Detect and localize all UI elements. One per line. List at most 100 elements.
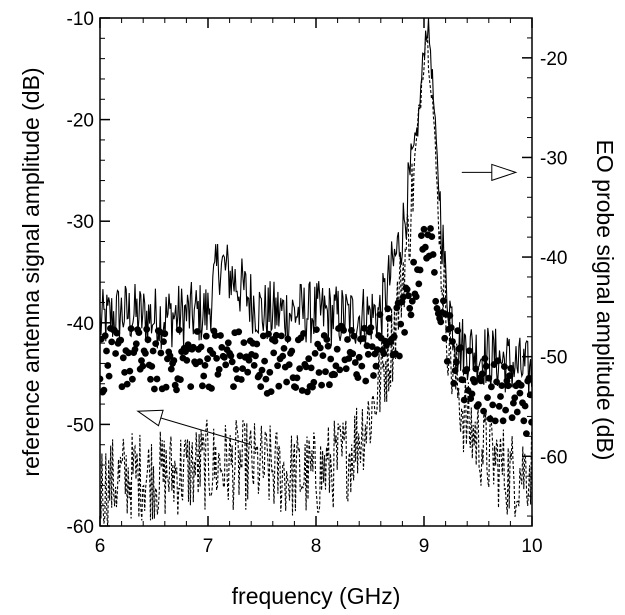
marker-point	[345, 355, 353, 362]
marker-point	[376, 311, 384, 318]
marker-point	[121, 369, 128, 376]
marker-point	[142, 349, 149, 357]
marker-point	[495, 402, 503, 410]
marker-point	[224, 339, 232, 347]
marker-point	[481, 355, 489, 362]
marker-point	[211, 332, 219, 339]
marker-point	[433, 305, 441, 312]
marker-point	[125, 349, 132, 357]
series-layer	[100, 18, 532, 526]
marker-point	[244, 368, 252, 376]
marker-point	[204, 355, 212, 363]
marker-point	[453, 358, 460, 366]
marker-point	[348, 327, 355, 334]
x-tick-label: 6	[95, 536, 106, 557]
marker-point	[482, 362, 490, 370]
marker-point	[480, 407, 487, 415]
series-solid	[100, 18, 532, 397]
marker-point	[523, 430, 530, 437]
marker-point	[296, 365, 303, 372]
marker-point	[147, 375, 154, 383]
marker-point	[468, 390, 476, 398]
marker-point	[477, 377, 485, 385]
marker-point	[166, 352, 174, 360]
series-markers	[100, 225, 532, 437]
marker-point	[288, 347, 296, 355]
marker-point	[359, 335, 367, 342]
marker-point	[235, 328, 243, 336]
marker-point	[502, 406, 509, 414]
marker-point	[117, 336, 125, 344]
marker-point	[148, 363, 156, 370]
marker-point	[175, 326, 183, 334]
x-axis-title: frequency (GHz)	[232, 583, 401, 609]
x-tick-label: 10	[521, 536, 542, 557]
marker-point	[193, 328, 201, 335]
marker-point	[105, 372, 113, 380]
marker-point	[486, 415, 494, 423]
marker-point	[358, 362, 366, 370]
marker-point	[324, 342, 332, 350]
marker-point	[239, 365, 247, 372]
marker-point	[459, 376, 467, 384]
marker-point	[292, 384, 300, 391]
marker-point	[416, 266, 424, 274]
annotation-layer	[136, 163, 518, 446]
right-y-tick-label: -30	[540, 148, 567, 169]
marker-point	[396, 352, 403, 360]
left-y-tick-label: -40	[67, 314, 94, 335]
marker-point	[489, 401, 497, 409]
marker-point	[307, 364, 315, 372]
marker-point	[305, 355, 313, 363]
marker-point	[213, 355, 221, 362]
marker-point	[245, 356, 253, 364]
marker-point	[373, 346, 381, 353]
marker-point	[310, 378, 318, 386]
marker-point	[351, 359, 359, 366]
marker-point	[368, 343, 376, 350]
right-y-tick-label: -60	[540, 447, 567, 468]
marker-point	[253, 340, 261, 348]
marker-point	[170, 357, 178, 364]
marker-point	[508, 414, 516, 422]
marker-point	[344, 336, 351, 343]
marker-point	[167, 365, 175, 373]
marker-point	[322, 368, 329, 376]
marker-point	[367, 324, 375, 331]
marker-point	[259, 332, 267, 340]
marker-point	[250, 362, 258, 369]
marker-point	[272, 331, 280, 339]
marker-point	[441, 334, 449, 342]
marker-point	[432, 297, 440, 305]
marker-point	[428, 233, 436, 241]
marker-point	[160, 338, 167, 345]
marker-point	[274, 362, 281, 370]
marker-point	[237, 376, 245, 383]
marker-point	[316, 344, 324, 352]
marker-point	[405, 292, 412, 300]
marker-point	[127, 325, 135, 332]
marker-point	[350, 332, 358, 340]
marker-point	[139, 362, 147, 370]
marker-point	[323, 336, 331, 343]
marker-point	[256, 371, 263, 379]
marker-point	[507, 365, 515, 372]
right-y-tick-label: -40	[540, 248, 567, 269]
marker-point	[333, 345, 341, 353]
marker-point	[447, 324, 455, 332]
arrow-left-annotation	[136, 409, 252, 446]
marker-point	[412, 293, 420, 300]
marker-point	[265, 330, 272, 338]
marker-point	[100, 375, 104, 383]
marker-point	[187, 383, 195, 390]
marker-point	[112, 350, 119, 357]
marker-point	[498, 382, 506, 389]
marker-point	[491, 417, 499, 425]
marker-point	[104, 362, 112, 369]
marker-point	[232, 366, 240, 373]
marker-point	[221, 353, 228, 361]
marker-point	[478, 370, 486, 378]
marker-point	[278, 332, 285, 340]
marker-point	[228, 358, 236, 366]
